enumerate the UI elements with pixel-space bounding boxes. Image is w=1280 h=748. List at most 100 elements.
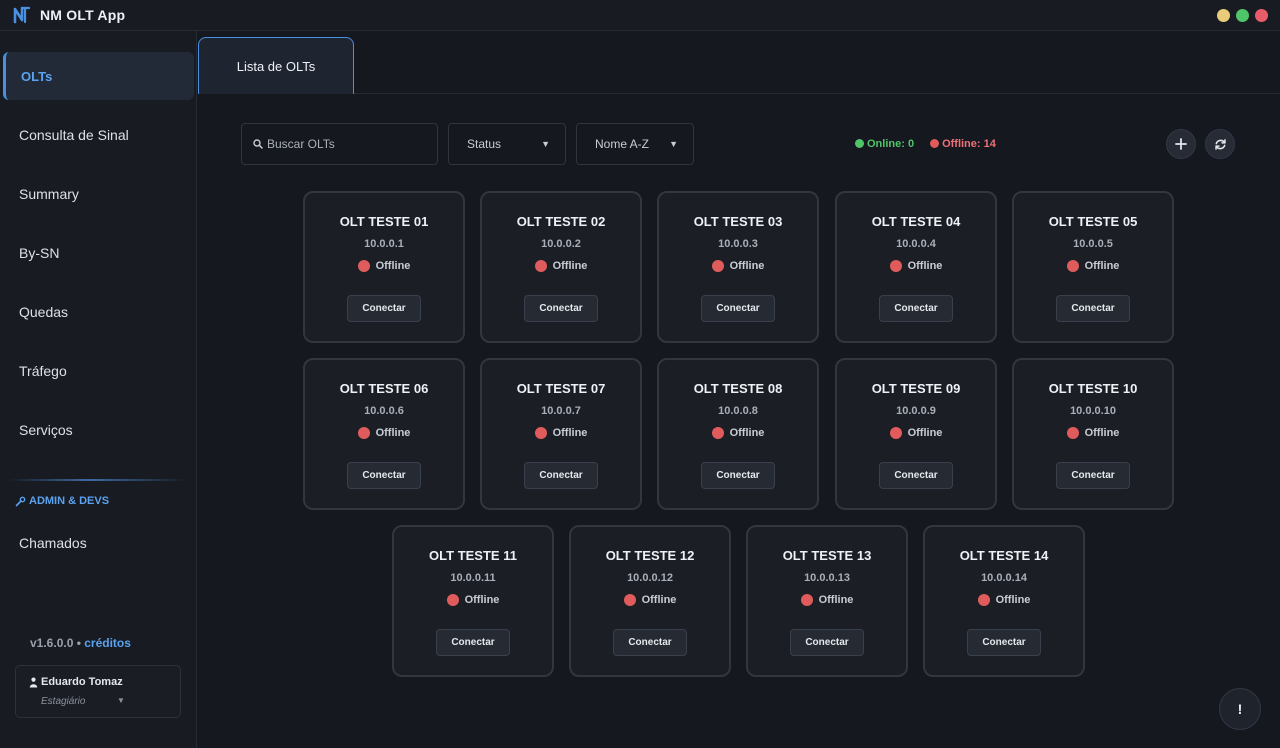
connect-button[interactable]: Conectar (1056, 295, 1130, 322)
sidebar-item-label: Consulta de Sinal (19, 127, 129, 143)
olt-ip: 10.0.0.13 (804, 572, 850, 584)
search-icon (253, 139, 263, 149)
status-dot-icon (711, 427, 724, 439)
olt-ip: 10.0.0.4 (896, 238, 936, 250)
olt-name: OLT TESTE 03 (693, 214, 783, 229)
olt-status-text: Offline (552, 427, 588, 439)
olt-status: Offline (837, 427, 995, 439)
olt-ip: 10.0.0.10 (1070, 405, 1116, 417)
olt-status: Offline (659, 260, 817, 272)
connect-button[interactable]: Conectar (436, 629, 510, 656)
chevron-down-icon: ▼ (117, 696, 125, 705)
sidebar-item-label: By-SN (19, 245, 60, 261)
olt-ip: 10.0.0.8 (718, 405, 758, 417)
app-logo-icon (13, 6, 31, 24)
app-title: NM OLT App (40, 7, 126, 23)
olt-card: OLT TESTE 14 10.0.0.14 Offline Conectar (923, 525, 1085, 677)
user-name-row: Eduardo Tomaz (29, 676, 123, 688)
version-separator: • (73, 636, 85, 650)
olt-status-text: Offline (995, 594, 1031, 606)
olt-card: OLT TESTE 13 10.0.0.13 Offline Conectar (746, 525, 908, 677)
connect-button[interactable]: Conectar (347, 295, 421, 322)
connect-button[interactable]: Conectar (347, 462, 421, 489)
connect-button[interactable]: Conectar (524, 295, 598, 322)
add-olt-button[interactable] (1166, 129, 1196, 159)
sidebar-item-chamados[interactable]: Chamados (3, 519, 194, 567)
olt-card: OLT TESTE 02 10.0.0.2 Offline Conectar (480, 191, 642, 343)
connect-button[interactable]: Conectar (1056, 462, 1130, 489)
olt-status: Offline (837, 260, 995, 272)
olt-name: OLT TESTE 01 (339, 214, 429, 229)
olt-status: Offline (1014, 427, 1172, 439)
user-card[interactable]: Eduardo Tomaz Estagiário ▼ (15, 665, 181, 718)
status-dot-icon (800, 594, 813, 606)
olt-ip: 10.0.0.12 (627, 572, 673, 584)
olt-status: Offline (394, 594, 552, 606)
connect-button[interactable]: Conectar (524, 462, 598, 489)
olt-status-text: Offline (818, 594, 854, 606)
offline-count: Offline: 14 (930, 138, 996, 150)
olt-card: OLT TESTE 12 10.0.0.12 Offline Conectar (569, 525, 731, 677)
status-dot-icon (534, 427, 547, 439)
search-placeholder: Buscar OLTs (267, 137, 335, 151)
connect-button[interactable]: Conectar (967, 629, 1041, 656)
olt-status: Offline (748, 594, 906, 606)
sidebar-item-summary[interactable]: Summary (3, 170, 194, 218)
sidebar: OLTs Consulta de Sinal Summary By-SN Que… (0, 31, 197, 748)
close-button[interactable] (1255, 9, 1268, 22)
sort-select[interactable]: Nome A-Z ▼ (576, 123, 694, 165)
olt-card: OLT TESTE 10 10.0.0.10 Offline Conectar (1012, 358, 1174, 510)
olt-card: OLT TESTE 06 10.0.0.6 Offline Conectar (303, 358, 465, 510)
olt-name: OLT TESTE 13 (782, 548, 872, 563)
olt-name: OLT TESTE 10 (1048, 381, 1138, 396)
status-dot-icon (889, 260, 902, 272)
olt-card: OLT TESTE 04 10.0.0.4 Offline Conectar (835, 191, 997, 343)
connect-button[interactable]: Conectar (701, 462, 775, 489)
status-dot-icon (1066, 427, 1079, 439)
minimize-button[interactable] (1217, 9, 1230, 22)
olt-ip: 10.0.0.2 (541, 238, 581, 250)
status-summary: Online: 0 Offline: 14 (855, 138, 996, 150)
olt-card: OLT TESTE 09 10.0.0.9 Offline Conectar (835, 358, 997, 510)
status-dot-icon (977, 594, 990, 606)
sidebar-item-label: Tráfego (19, 363, 67, 379)
olt-status: Offline (659, 427, 817, 439)
sidebar-item-servicos[interactable]: Serviços (3, 406, 194, 454)
olt-name: OLT TESTE 05 (1048, 214, 1138, 229)
search-input[interactable]: Buscar OLTs (241, 123, 438, 165)
status-dot-icon (623, 594, 636, 606)
sidebar-item-consulta-de-sinal[interactable]: Consulta de Sinal (3, 111, 194, 159)
connect-button[interactable]: Conectar (879, 295, 953, 322)
sidebar-item-quedas[interactable]: Quedas (3, 288, 194, 336)
connect-button[interactable]: Conectar (879, 462, 953, 489)
admin-section-text: ADMIN & DEVS (29, 495, 110, 507)
olt-name: OLT TESTE 14 (959, 548, 1049, 563)
sidebar-item-label: Serviços (19, 422, 73, 438)
status-filter-value: Status (467, 137, 502, 151)
olt-status-text: Offline (464, 594, 500, 606)
sidebar-item-label: OLTs (21, 68, 53, 84)
sidebar-item-trafego[interactable]: Tráfego (3, 347, 194, 395)
sidebar-item-by-sn[interactable]: By-SN (3, 229, 194, 277)
olt-card: OLT TESTE 05 10.0.0.5 Offline Conectar (1012, 191, 1174, 343)
chevron-down-icon: ▼ (541, 139, 550, 149)
olt-status-text: Offline (641, 594, 677, 606)
credits-link[interactable]: créditos (84, 636, 131, 650)
maximize-button[interactable] (1236, 9, 1249, 22)
status-dot-icon (1066, 260, 1079, 272)
sidebar-item-label: Chamados (19, 535, 87, 551)
offline-count-text: Offline: 14 (942, 138, 996, 150)
refresh-button[interactable] (1205, 129, 1235, 159)
user-name: Eduardo Tomaz (41, 676, 123, 688)
help-button[interactable]: ! (1219, 688, 1261, 730)
connect-button[interactable]: Conectar (701, 295, 775, 322)
refresh-icon (1214, 138, 1226, 150)
connect-button[interactable]: Conectar (613, 629, 687, 656)
sidebar-item-olts[interactable]: OLTs (3, 52, 194, 100)
version-info: v1.6.0.0 • créditos (30, 636, 131, 650)
status-filter-select[interactable]: Status ▼ (448, 123, 566, 165)
tab-lista-de-olts[interactable]: Lista de OLTs (198, 37, 354, 94)
status-dot-icon (889, 427, 902, 439)
connect-button[interactable]: Conectar (790, 629, 864, 656)
tab-label: Lista de OLTs (236, 58, 316, 74)
